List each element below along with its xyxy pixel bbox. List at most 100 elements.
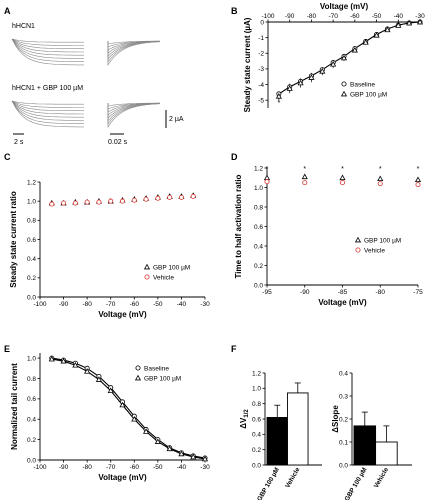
y-tick-label: 0.8 (252, 401, 261, 408)
y-axis-label: Normalized tail current (10, 363, 19, 450)
y-tick-label: -3 (258, 66, 264, 73)
legend-marker-baseline (341, 81, 347, 87)
bar (287, 392, 309, 466)
data-point (416, 18, 424, 25)
data-point (297, 79, 304, 86)
x-tick-label: -90 (59, 464, 69, 471)
legend-marker-gbp (354, 236, 362, 243)
y-axis-label: Steady state current ratio (9, 191, 18, 288)
y-tick-label: 0.6 (254, 224, 263, 231)
x-axis-label: Voltage (mV) (318, 298, 367, 307)
data-point (178, 450, 185, 457)
data-point (178, 194, 184, 200)
data-point (119, 401, 126, 408)
activation-trace (11, 38, 84, 62)
data-point (286, 85, 293, 91)
data-point (48, 355, 55, 362)
legend-gbp: GBP 100 µM (364, 238, 401, 245)
y-tick-label: 0.0 (27, 294, 36, 301)
y-tick-label: 0.4 (27, 417, 36, 424)
y-tick-label: 0.4 (339, 370, 348, 377)
panel-letter-c: C (4, 152, 11, 162)
significance-star: * (303, 166, 306, 173)
data-point (190, 193, 196, 199)
y-tick-label: -4 (258, 82, 264, 89)
x-tick-label: -40 (177, 301, 187, 308)
data-point (330, 60, 337, 67)
y-tick-label: 0.8 (254, 204, 263, 211)
data-point (155, 195, 161, 201)
x-tick-label: -70 (106, 301, 116, 308)
data-point (72, 362, 79, 368)
activation-trace (11, 100, 85, 121)
y-tick-label: 0.2 (254, 263, 263, 270)
activation-trace (11, 100, 84, 111)
y-tick-label: 1.0 (27, 355, 36, 362)
activation-trace (11, 38, 84, 53)
x-axis-label: Voltage (mV) (98, 473, 147, 482)
activation-trace (11, 100, 84, 115)
panel-f: F (231, 344, 237, 354)
legend-baseline: Baseline (144, 366, 169, 373)
x-tick-label: -90 (285, 13, 295, 20)
panel-letter-a: A (4, 6, 11, 16)
data-point (414, 176, 422, 183)
x-tick-label: -40 (394, 13, 404, 20)
y-tick-label: 0.4 (254, 243, 263, 250)
y-axis-label: Time to half activation ratio (234, 174, 243, 278)
bar (353, 425, 377, 466)
y-tick-label: 0.0 (254, 282, 263, 289)
significance-star: * (379, 166, 382, 173)
activation-trace (11, 38, 85, 59)
trace-group (11, 38, 161, 128)
panel-a: A hHCN1 hHCN1 + GBP 100 µM 2 µA 2 s 0.02… (4, 6, 184, 146)
x-tick-label: -60 (350, 13, 360, 20)
activation-trace (11, 38, 84, 49)
legend-marker-gbp (134, 374, 142, 381)
data-point (190, 453, 197, 460)
x-tick-label: -95 (262, 289, 272, 296)
data-point (49, 201, 55, 207)
x-tick-label: -30 (415, 13, 425, 20)
panel-letter-e: E (4, 344, 10, 354)
data-point (275, 93, 282, 99)
y-tick-label: 1.0 (252, 386, 261, 393)
scale-current-label: 2 µA (169, 116, 184, 123)
legend-vehicle: Vehicle (153, 275, 174, 282)
category-label: GBP 100 µM (344, 467, 369, 500)
data-point (264, 179, 270, 185)
significance-star: * (417, 166, 420, 173)
y-tick-label: 0.0 (27, 457, 36, 464)
scale-time-right-label: 0.02 s (108, 139, 128, 146)
data-point (61, 200, 67, 206)
legend-marker-gbp (340, 90, 348, 97)
x-tick-label: -60 (130, 464, 140, 471)
data-point (377, 175, 384, 182)
x-tick-label: -30 (200, 464, 210, 471)
significance-star: * (341, 166, 344, 173)
y-axis-label-sub: 1/2 (244, 409, 250, 418)
y-tick-label: 0.0 (252, 462, 261, 469)
bar (375, 441, 398, 466)
data-point (406, 19, 413, 26)
y-tick-label: 0.2 (27, 275, 36, 282)
data-point (302, 180, 308, 186)
x-tick-label: -80 (307, 13, 317, 20)
trace-label-hhcn1-gbp: hHCN1 + GBP 100 µM (12, 85, 83, 92)
data-point (72, 200, 78, 206)
y-axis-label: Steady state current (µA) (243, 17, 252, 112)
data-point (339, 180, 345, 186)
fit-line (51, 357, 206, 459)
data-point (107, 387, 114, 394)
x-tick-label: -80 (82, 464, 92, 471)
data-point (377, 181, 383, 187)
y-tick-label: 0.1 (339, 439, 348, 446)
y-tick-label: 1.0 (254, 185, 263, 192)
y-axis-label: ΔSlope (331, 405, 340, 433)
activation-trace (11, 38, 84, 46)
x-tick-label: -50 (153, 301, 163, 308)
x-tick-label: -75 (413, 289, 423, 296)
data-point (108, 198, 114, 204)
y-tick-label: 1.0 (27, 198, 36, 205)
y-tick-label: 1.2 (252, 370, 261, 377)
